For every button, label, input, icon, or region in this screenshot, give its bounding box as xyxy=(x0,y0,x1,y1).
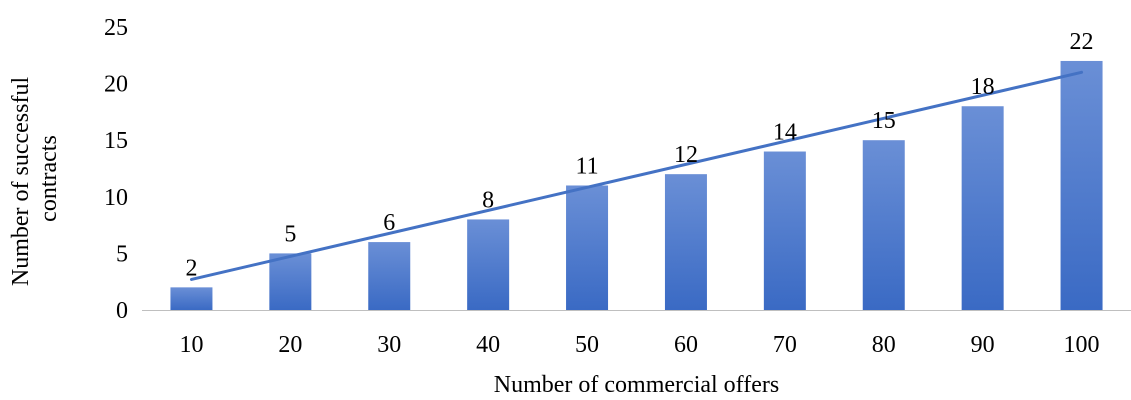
data-labels: 2 5 6 8 11 12 14 15 18 22 xyxy=(185,29,1093,281)
x-axis-title: Number of commercial offers xyxy=(494,372,779,398)
data-label: 22 xyxy=(1070,29,1094,55)
x-tick-label: 70 xyxy=(773,332,797,358)
data-label: 18 xyxy=(971,74,995,100)
bar xyxy=(269,253,312,310)
y-tick-label: 5 xyxy=(116,241,128,267)
bar xyxy=(566,185,609,310)
y-tick-label: 10 xyxy=(104,185,128,211)
y-axis-ticks: 0 5 10 15 20 25 xyxy=(104,15,128,324)
bar xyxy=(763,151,806,310)
y-tick-label: 25 xyxy=(104,15,128,41)
x-tick-label: 20 xyxy=(278,332,302,358)
data-label: 14 xyxy=(773,120,797,146)
x-tick-label: 60 xyxy=(674,332,698,358)
bars xyxy=(170,60,1103,311)
x-tick-label: 50 xyxy=(575,332,599,358)
x-tick-label: 40 xyxy=(476,332,500,358)
x-tick-label: 90 xyxy=(971,332,995,358)
bar xyxy=(170,287,213,310)
data-label: 8 xyxy=(482,187,494,213)
data-label: 6 xyxy=(383,210,395,236)
trendline xyxy=(189,70,1084,281)
y-axis-title-line-1: Number of successful xyxy=(8,77,34,287)
data-label: 12 xyxy=(674,142,698,168)
y-axis-title: Number of successful contracts xyxy=(8,71,62,286)
y-axis-title-line-2: contracts xyxy=(36,135,62,222)
y-tick-label: 0 xyxy=(116,298,128,324)
bar xyxy=(1060,60,1103,311)
x-tick-label: 10 xyxy=(179,332,203,358)
y-tick-label: 20 xyxy=(104,72,128,98)
data-label: 5 xyxy=(284,221,296,247)
y-tick-label: 15 xyxy=(104,128,128,154)
bar xyxy=(862,140,905,310)
x-axis-ticks: 10 20 30 40 50 60 70 80 90 100 xyxy=(179,332,1099,358)
data-label: 11 xyxy=(575,153,598,179)
x-tick-label: 100 xyxy=(1064,332,1100,358)
x-tick-label: 80 xyxy=(872,332,896,358)
data-label: 15 xyxy=(872,108,896,134)
bar xyxy=(467,219,510,310)
x-tick-label: 30 xyxy=(377,332,401,358)
bar xyxy=(368,242,411,310)
data-label: 2 xyxy=(185,255,197,281)
bar xyxy=(961,106,1004,311)
bar xyxy=(664,174,707,310)
